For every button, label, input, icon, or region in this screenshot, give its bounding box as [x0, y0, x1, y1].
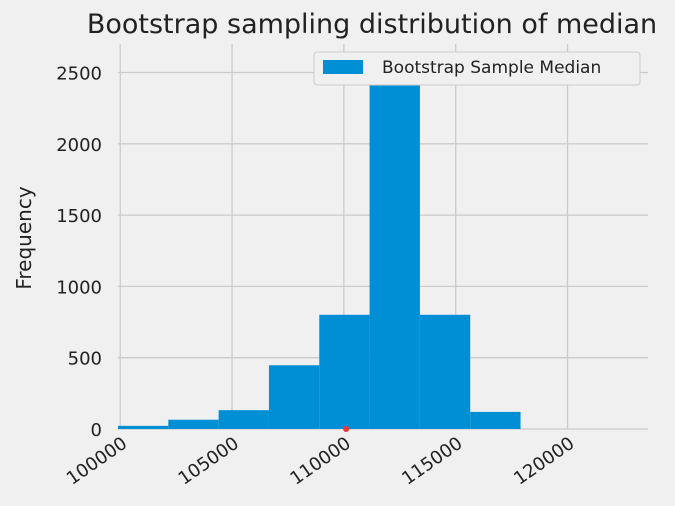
histogram-bar: [470, 411, 521, 429]
legend: Bootstrap Sample Median: [313, 51, 641, 86]
y-axis-label: Frequency: [12, 186, 36, 289]
y-tick-label: 500: [68, 349, 102, 370]
x-tick-label: 110000: [286, 433, 354, 490]
legend-swatch: [323, 60, 363, 74]
chart-title: Bootstrap sampling distribution of media…: [87, 9, 657, 40]
x-tick-label: 105000: [175, 433, 243, 490]
y-tick-label: 1000: [56, 277, 102, 298]
y-tick-label: 2500: [56, 64, 102, 85]
x-tick-label: 115000: [398, 433, 466, 490]
x-tick-label: 120000: [510, 433, 578, 490]
bars-layer: [118, 59, 521, 430]
y-tick-label: 1500: [56, 206, 102, 227]
y-tick-label: 2000: [56, 135, 102, 156]
x-tick-label: 100000: [63, 433, 131, 490]
histogram-bar: [369, 59, 420, 430]
histogram-bar: [168, 419, 219, 429]
median-marker: [343, 426, 350, 432]
legend-label: Bootstrap Sample Median: [382, 58, 601, 78]
legend-box: [313, 51, 641, 86]
histogram-bar: [218, 410, 269, 429]
histogram-bar: [268, 365, 320, 429]
histogram-bar: [419, 314, 471, 429]
marker-layer: [343, 426, 350, 432]
y-tick-label: 0: [91, 420, 102, 441]
histogram-bar: [118, 425, 169, 429]
histogram-bar: [319, 314, 370, 429]
